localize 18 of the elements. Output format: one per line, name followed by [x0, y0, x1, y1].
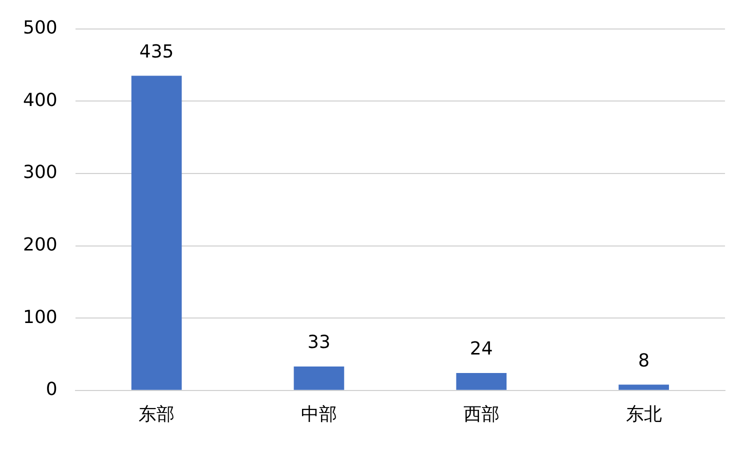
y-tick-label: 100	[22, 306, 58, 328]
x-tick-label: 东部	[138, 404, 175, 425]
data-label: 8	[638, 350, 650, 372]
y-tick-label: 500	[22, 17, 58, 38]
data-label: 33	[308, 332, 330, 354]
bar	[456, 373, 507, 390]
bar	[618, 384, 669, 390]
y-tick-label: 0	[46, 379, 58, 400]
y-tick-label: 300	[22, 162, 58, 184]
data-label: 24	[470, 338, 493, 360]
bar	[131, 76, 182, 390]
y-tick-label: 400	[22, 90, 58, 111]
data-label: 435	[139, 41, 174, 62]
y-tick-label: 200	[22, 234, 58, 256]
x-tick-label: 西部	[463, 404, 500, 425]
x-tick-label: 中部	[300, 404, 337, 425]
bar	[294, 366, 344, 390]
x-tick-label: 东北	[626, 404, 662, 425]
